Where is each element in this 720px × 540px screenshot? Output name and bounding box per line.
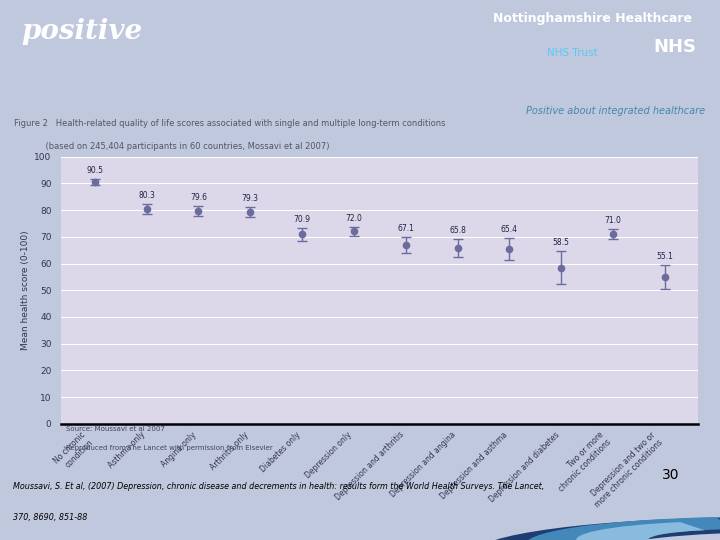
Text: 65.4: 65.4 xyxy=(501,225,518,234)
Wedge shape xyxy=(477,517,720,540)
Text: 79.6: 79.6 xyxy=(190,193,207,202)
Wedge shape xyxy=(576,522,705,540)
Text: Moussavi, S. Et al, (2007) Depression, chronic disease and decrements in health:: Moussavi, S. Et al, (2007) Depression, c… xyxy=(14,482,544,491)
Text: 58.5: 58.5 xyxy=(553,239,570,247)
Text: 65.8: 65.8 xyxy=(449,226,466,235)
Y-axis label: Mean health score (0-100): Mean health score (0-100) xyxy=(21,231,30,350)
Text: NHS: NHS xyxy=(654,38,696,56)
Text: 370, 8690, 851-88: 370, 8690, 851-88 xyxy=(14,512,88,522)
Wedge shape xyxy=(526,517,720,540)
Text: Positive about integrated healthcare: Positive about integrated healthcare xyxy=(526,106,705,116)
Text: Nottinghamshire Healthcare: Nottinghamshire Healthcare xyxy=(493,12,692,25)
Text: 72.0: 72.0 xyxy=(346,214,362,222)
Text: 80.3: 80.3 xyxy=(138,192,155,200)
Text: Figure 2   Health-related quality of life scores associated with single and mult: Figure 2 Health-related quality of life … xyxy=(14,119,446,128)
Text: 67.1: 67.1 xyxy=(397,224,414,233)
Text: NHS Trust: NHS Trust xyxy=(547,48,598,58)
Text: 71.0: 71.0 xyxy=(605,217,621,225)
Text: 70.9: 70.9 xyxy=(294,215,310,224)
Text: Reproduced from The Lancet with permission from Elsevier: Reproduced from The Lancet with permissi… xyxy=(66,445,272,451)
Text: 30: 30 xyxy=(662,468,680,482)
Text: (based on 245,404 participants in 60 countries, Mossavi et al 2007): (based on 245,404 participants in 60 cou… xyxy=(14,141,330,151)
Text: 90.5: 90.5 xyxy=(86,166,104,175)
Text: 79.3: 79.3 xyxy=(242,194,258,203)
Text: Source: Moussavi et al 2007: Source: Moussavi et al 2007 xyxy=(66,426,164,432)
Text: positive: positive xyxy=(22,18,143,45)
Text: 55.1: 55.1 xyxy=(657,252,673,261)
